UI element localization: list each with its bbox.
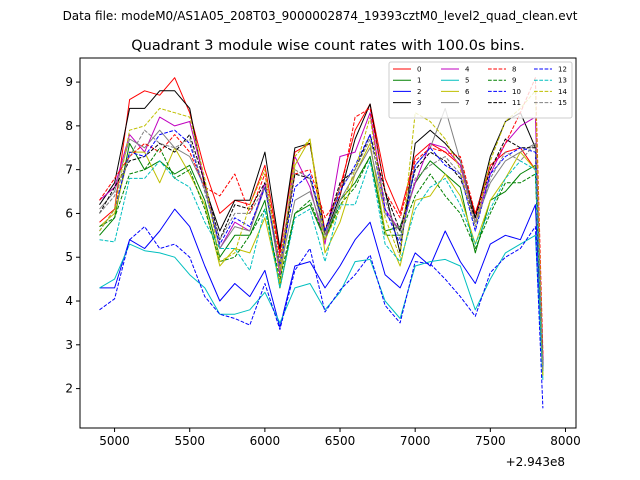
legend-label-12: 12 bbox=[558, 66, 567, 74]
y-tick-label: 5 bbox=[65, 250, 73, 264]
legend-label-13: 13 bbox=[558, 77, 567, 85]
legend-label-0: 0 bbox=[417, 66, 421, 74]
series-line-2 bbox=[99, 204, 544, 372]
x-tick-label: 5000 bbox=[99, 434, 130, 448]
legend-label-14: 14 bbox=[558, 88, 567, 96]
x-tick-label: 8000 bbox=[550, 434, 581, 448]
y-tick-label: 7 bbox=[65, 163, 73, 177]
legend-label-5: 5 bbox=[465, 77, 469, 85]
y-tick-label: 2 bbox=[65, 382, 73, 396]
x-tick-label: 5500 bbox=[174, 434, 205, 448]
series-line-10 bbox=[99, 226, 544, 409]
y-tick-label: 3 bbox=[65, 338, 73, 352]
series-line-8 bbox=[99, 77, 544, 354]
series-line-5 bbox=[99, 234, 544, 380]
x-tick-label: 7000 bbox=[400, 434, 431, 448]
legend-label-3: 3 bbox=[417, 99, 421, 107]
series-line-12 bbox=[99, 129, 544, 367]
legend-label-6: 6 bbox=[465, 88, 470, 96]
legend-label-15: 15 bbox=[558, 99, 567, 107]
series-line-11 bbox=[99, 134, 544, 367]
legend-label-7: 7 bbox=[465, 99, 469, 107]
series-lines bbox=[99, 77, 544, 409]
axes-ticks: 5000 5500 6000 6500 7000 7500 8000 2 3 4 5 6 7 8 9 bbox=[65, 75, 580, 448]
legend-label-10: 10 bbox=[512, 88, 521, 96]
chart-title: Quadrant 3 module wise count rates with … bbox=[131, 38, 525, 54]
series-line-15 bbox=[99, 129, 544, 372]
plot-frame bbox=[79, 57, 577, 429]
x-tick-label: 6000 bbox=[250, 434, 281, 448]
y-tick-label: 8 bbox=[65, 119, 73, 133]
legend-label-11: 11 bbox=[512, 99, 521, 107]
legend-label-9: 9 bbox=[512, 77, 516, 85]
series-line-13 bbox=[99, 160, 544, 372]
legend-label-8: 8 bbox=[512, 66, 516, 74]
x-offset-label: +2.943e8 bbox=[506, 455, 565, 469]
x-tick-label: 6500 bbox=[325, 434, 356, 448]
y-tick-label: 4 bbox=[65, 294, 73, 308]
suptitle: Data file: modeM0/AS1A05_208T03_90000028… bbox=[63, 9, 578, 23]
x-tick-label: 7500 bbox=[475, 434, 506, 448]
legend-label-4: 4 bbox=[465, 66, 470, 74]
legend-label-2: 2 bbox=[417, 88, 421, 96]
legend-label-1: 1 bbox=[417, 77, 421, 85]
y-tick-label: 6 bbox=[65, 206, 73, 220]
y-tick-label: 9 bbox=[65, 75, 73, 89]
legend-box bbox=[388, 61, 573, 119]
